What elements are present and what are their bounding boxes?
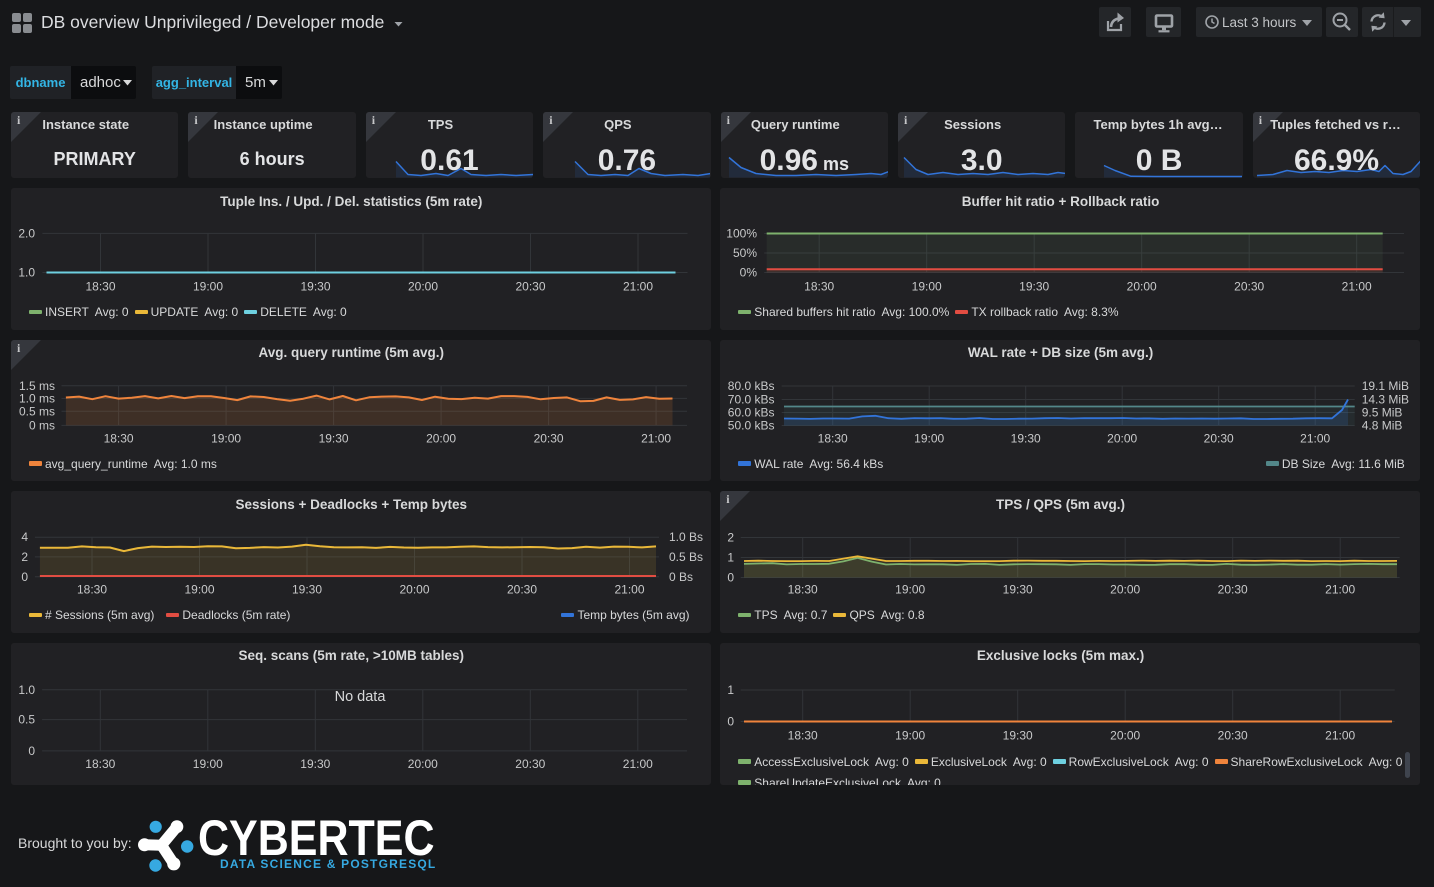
svg-text:20:00: 20:00: [1107, 431, 1137, 445]
svg-text:19:30: 19:30: [300, 280, 330, 294]
svg-text:19:00: 19:00: [895, 583, 925, 597]
svg-text:18:30: 18:30: [804, 280, 834, 294]
svg-text:100%: 100%: [727, 227, 758, 241]
svg-text:21:00: 21:00: [614, 583, 644, 597]
svg-text:50%: 50%: [733, 246, 757, 260]
svg-text:0%: 0%: [740, 266, 758, 280]
svg-text:19:00: 19:00: [193, 280, 223, 294]
svg-text:19:00: 19:00: [184, 583, 214, 597]
svg-text:0: 0: [728, 714, 735, 728]
svg-text:19:30: 19:30: [292, 583, 322, 597]
svg-text:19.1 MiB: 19.1 MiB: [1362, 379, 1409, 393]
svg-text:70.0 kBs: 70.0 kBs: [728, 392, 775, 406]
svg-text:18:30: 18:30: [788, 583, 818, 597]
svg-text:20:30: 20:30: [534, 431, 564, 445]
svg-text:20:30: 20:30: [515, 757, 545, 771]
svg-text:1.5 ms: 1.5 ms: [19, 378, 55, 392]
svg-text:9.5 MiB: 9.5 MiB: [1362, 405, 1403, 419]
svg-text:18:30: 18:30: [104, 431, 134, 445]
svg-text:19:30: 19:30: [319, 431, 349, 445]
svg-text:0.5 Bs: 0.5 Bs: [669, 550, 703, 564]
svg-text:1.0 Bs: 1.0 Bs: [669, 530, 703, 544]
svg-text:21:00: 21:00: [623, 757, 653, 771]
svg-text:20:30: 20:30: [515, 280, 545, 294]
svg-text:21:00: 21:00: [1342, 280, 1372, 294]
svg-text:20:30: 20:30: [507, 583, 537, 597]
svg-text:21:00: 21:00: [641, 431, 671, 445]
svg-text:2: 2: [728, 531, 735, 545]
svg-text:20:00: 20:00: [408, 757, 438, 771]
svg-text:19:00: 19:00: [193, 757, 223, 771]
svg-text:18:30: 18:30: [788, 728, 818, 742]
svg-text:0.5: 0.5: [18, 712, 35, 726]
svg-text:18:30: 18:30: [77, 583, 107, 597]
svg-text:0 ms: 0 ms: [29, 418, 55, 432]
svg-text:20:30: 20:30: [1218, 583, 1248, 597]
svg-text:80.0 kBs: 80.0 kBs: [728, 379, 775, 393]
svg-text:No data: No data: [335, 689, 387, 705]
svg-text:1: 1: [728, 551, 735, 565]
svg-text:19:30: 19:30: [1003, 728, 1033, 742]
svg-text:4: 4: [21, 530, 28, 544]
svg-text:20:00: 20:00: [426, 431, 456, 445]
svg-text:19:00: 19:00: [211, 431, 241, 445]
svg-text:50.0 kBs: 50.0 kBs: [728, 418, 775, 432]
svg-text:20:30: 20:30: [1234, 280, 1264, 294]
svg-text:0 Bs: 0 Bs: [669, 570, 693, 584]
svg-text:60.0 kBs: 60.0 kBs: [728, 405, 775, 419]
svg-text:0: 0: [21, 570, 28, 584]
svg-text:20:00: 20:00: [1110, 583, 1140, 597]
svg-text:1.0: 1.0: [18, 682, 35, 696]
svg-text:20:00: 20:00: [1110, 728, 1140, 742]
svg-text:18:30: 18:30: [818, 431, 848, 445]
svg-text:19:30: 19:30: [1011, 431, 1041, 445]
svg-text:4.8 MiB: 4.8 MiB: [1362, 418, 1403, 432]
svg-text:20:30: 20:30: [1218, 728, 1248, 742]
svg-text:0.5 ms: 0.5 ms: [19, 404, 55, 418]
svg-text:21:00: 21:00: [1325, 583, 1355, 597]
svg-text:18:30: 18:30: [85, 280, 115, 294]
svg-text:20:00: 20:00: [1127, 280, 1157, 294]
svg-text:20:30: 20:30: [1204, 431, 1234, 445]
svg-text:14.3 MiB: 14.3 MiB: [1362, 392, 1409, 406]
svg-text:21:00: 21:00: [623, 280, 653, 294]
svg-text:19:30: 19:30: [300, 757, 330, 771]
svg-text:20:00: 20:00: [399, 583, 429, 597]
svg-text:19:00: 19:00: [895, 728, 925, 742]
svg-text:19:00: 19:00: [912, 280, 942, 294]
svg-text:18:30: 18:30: [85, 757, 115, 771]
svg-text:21:00: 21:00: [1300, 431, 1330, 445]
svg-text:20:00: 20:00: [408, 280, 438, 294]
svg-text:0: 0: [728, 571, 735, 585]
svg-text:2: 2: [21, 550, 28, 564]
svg-text:2.0: 2.0: [18, 226, 35, 240]
svg-text:19:30: 19:30: [1003, 583, 1033, 597]
svg-text:19:00: 19:00: [914, 431, 944, 445]
svg-text:1.0 ms: 1.0 ms: [19, 391, 55, 405]
svg-text:21:00: 21:00: [1325, 728, 1355, 742]
svg-text:1.0: 1.0: [18, 266, 35, 280]
svg-text:0: 0: [28, 743, 35, 757]
svg-text:1: 1: [728, 683, 735, 697]
svg-text:19:30: 19:30: [1019, 280, 1049, 294]
